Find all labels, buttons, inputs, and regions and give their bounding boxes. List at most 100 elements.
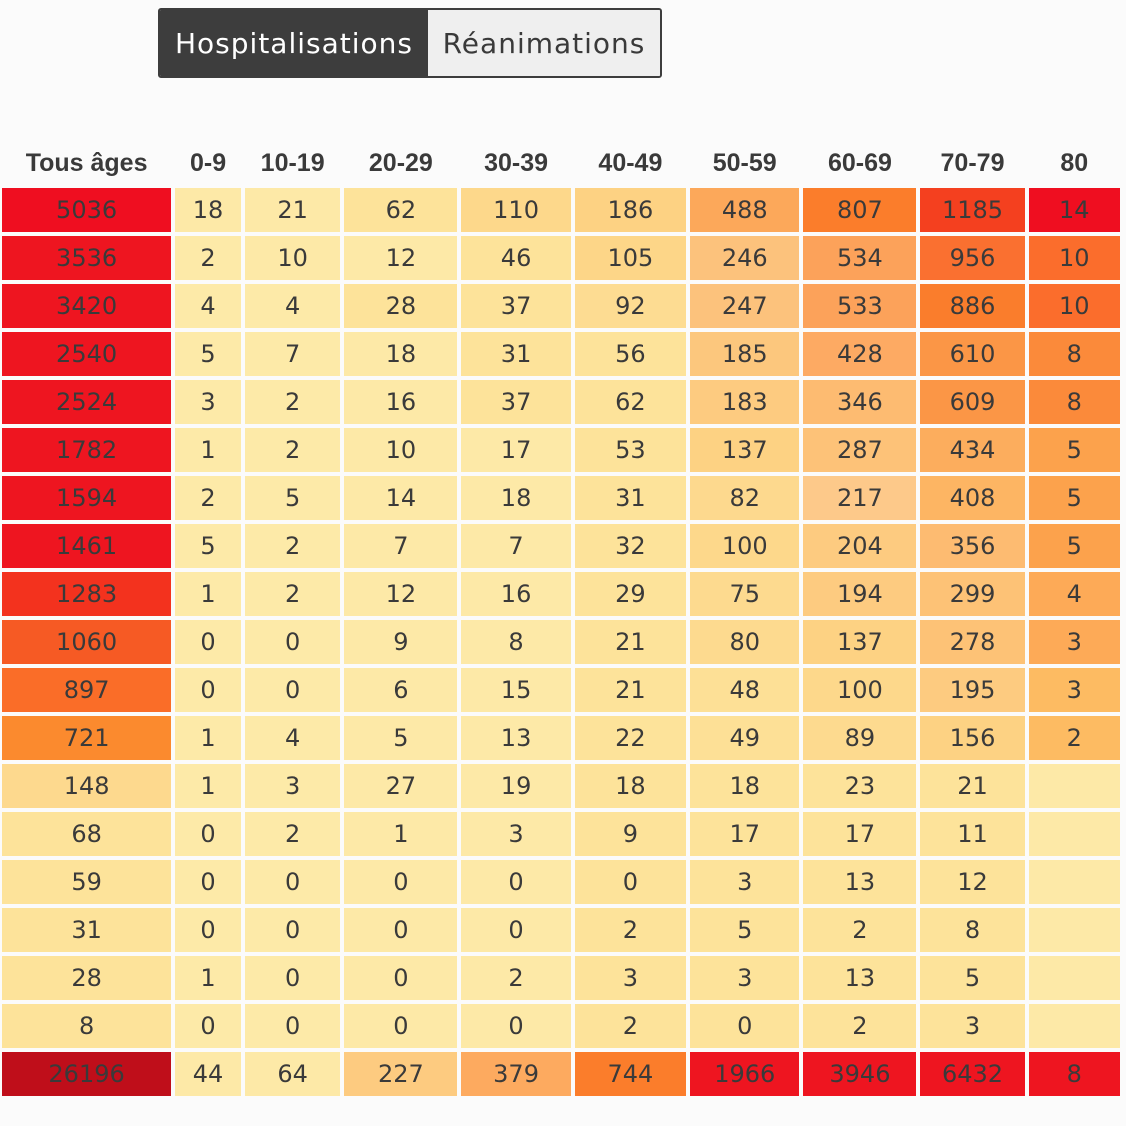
heatmap-cell: 0 — [244, 956, 341, 1000]
column-header-age-group: 40-49 — [598, 149, 663, 177]
heatmap-cell: 110 — [461, 188, 571, 232]
heatmap-cell: 2 — [1028, 716, 1120, 760]
heatmap-cell: 956 — [920, 236, 1025, 280]
heatmap-cell: 2 — [574, 1004, 686, 1048]
heatmap-cell: 9 — [574, 812, 686, 856]
heatmap-cell: 278 — [920, 620, 1025, 664]
heatmap-cell: 29 — [574, 572, 686, 616]
column-header-all-ages: Tous âges — [25, 149, 148, 177]
heatmap-cell: 287 — [803, 428, 917, 472]
heatmap-cell: 10 — [1028, 236, 1120, 280]
heatmap-cell: 744 — [574, 1052, 686, 1096]
heatmap-cell: 5 — [244, 476, 341, 520]
heatmap-cell: 1060 — [2, 620, 172, 664]
heatmap-cell: 2 — [175, 236, 241, 280]
table-row: 68 0 2 1 3 9 17 17 11 — [2, 812, 1120, 856]
heatmap-cell: 0 — [461, 1004, 571, 1048]
heatmap-cell: 0 — [244, 860, 341, 904]
heatmap-cell: 5 — [175, 524, 241, 568]
heatmap-cell: 59 — [2, 860, 172, 904]
heatmap-cell: 0 — [461, 908, 571, 952]
heatmap-cell: 488 — [690, 188, 800, 232]
heatmap-cell: 31 — [574, 476, 686, 520]
table-row: 59 0 0 0 0 0 3 13 12 — [2, 860, 1120, 904]
heatmap-cell: 137 — [690, 428, 800, 472]
heatmap-cell: 8 — [1028, 332, 1120, 376]
heatmap-cell: 21 — [920, 764, 1025, 808]
heatmap-cell: 183 — [690, 380, 800, 424]
heatmap-cell: 886 — [920, 284, 1025, 328]
heatmap-cell: 22 — [574, 716, 686, 760]
heatmap-cell: 609 — [920, 380, 1025, 424]
hospitalisations-button[interactable]: Hospitalisations — [160, 10, 428, 76]
heatmap-cell: 0 — [244, 1004, 341, 1048]
heatmap-cell: 0 — [175, 860, 241, 904]
heatmap-cell: 49 — [690, 716, 800, 760]
heatmap-cell: 3 — [1028, 620, 1120, 664]
heatmap-cell: 5 — [690, 908, 800, 952]
heatmap-cell: 56 — [574, 332, 686, 376]
table-row: 1060 0 0 9 8 21 80 137 278 3 — [2, 620, 1120, 664]
heatmap-cell: 0 — [175, 908, 241, 952]
heatmap-cell: 8 — [920, 908, 1025, 952]
table-row: 1461 5 2 7 7 32 100 204 356 5 — [2, 524, 1120, 568]
heatmap-cell: 5 — [1028, 476, 1120, 520]
heatmap-cell: 17 — [461, 428, 571, 472]
heatmap-cell: 1 — [344, 812, 458, 856]
heatmap-cell: 12 — [344, 572, 458, 616]
heatmap-cell: 0 — [175, 668, 241, 712]
heatmap-cell: 0 — [344, 860, 458, 904]
heatmap-cell: 37 — [461, 284, 571, 328]
heatmap-cell: 0 — [344, 1004, 458, 1048]
heatmap-table: Tous âges 0-9 10-19 20-29 30-39 40-49 50-59 60-… — [0, 130, 1124, 1100]
heatmap-cell: 185 — [690, 332, 800, 376]
heatmap-cell: 379 — [461, 1052, 571, 1096]
heatmap-cell — [1028, 860, 1120, 904]
heatmap-cell: 44 — [175, 1052, 241, 1096]
heatmap-cell: 2 — [244, 572, 341, 616]
heatmap-cell: 3 — [244, 764, 341, 808]
table-row: 1283 1 2 12 16 29 75 194 299 4 — [2, 572, 1120, 616]
heatmap-cell: 10 — [1028, 284, 1120, 328]
heatmap-cell: 1966 — [690, 1052, 800, 1096]
heatmap-cell: 1594 — [2, 476, 172, 520]
heatmap-cell: 15 — [461, 668, 571, 712]
heatmap-cell: 0 — [574, 860, 686, 904]
heatmap-cell: 37 — [461, 380, 571, 424]
reanimations-button[interactable]: Réanimations — [428, 10, 660, 76]
heatmap-cell: 807 — [803, 188, 917, 232]
table-row: 2524 3 2 16 37 62 183 346 609 8 — [2, 380, 1120, 424]
heatmap-cell: 137 — [803, 620, 917, 664]
heatmap-cell: 53 — [574, 428, 686, 472]
heatmap-cell: 1 — [175, 764, 241, 808]
metric-toggle: Hospitalisations Réanimations — [158, 8, 662, 78]
heatmap-cell: 0 — [244, 908, 341, 952]
heatmap-cell: 0 — [175, 620, 241, 664]
heatmap-cell: 2 — [244, 524, 341, 568]
heatmap-cell: 1185 — [920, 188, 1025, 232]
heatmap-cell: 5036 — [2, 188, 172, 232]
heatmap-cell: 2 — [803, 908, 917, 952]
table-row: 3536 2 10 12 46 105 246 534 956 10 — [2, 236, 1120, 280]
column-header-age-group: 10-19 — [260, 149, 325, 177]
heatmap-cell: 610 — [920, 332, 1025, 376]
heatmap-cell: 18 — [574, 764, 686, 808]
heatmap-cell: 227 — [344, 1052, 458, 1096]
column-header-age-group: 20-29 — [368, 149, 433, 177]
heatmap-cell: 3 — [574, 956, 686, 1000]
heatmap-cell: 5 — [1028, 428, 1120, 472]
heatmap-cell: 23 — [803, 764, 917, 808]
heatmap-cell: 4 — [244, 716, 341, 760]
heatmap-cell: 13 — [803, 956, 917, 1000]
heatmap-cell: 2 — [244, 428, 341, 472]
heatmap-cell: 3 — [1028, 668, 1120, 712]
heatmap-cell — [1028, 1004, 1120, 1048]
heatmap-cell: 1 — [175, 428, 241, 472]
heatmap-cell: 0 — [244, 620, 341, 664]
heatmap-cell: 17 — [803, 812, 917, 856]
heatmap-cell: 46 — [461, 236, 571, 280]
heatmap-cell: 16 — [344, 380, 458, 424]
heatmap-cell: 92 — [574, 284, 686, 328]
heatmap-cell: 19 — [461, 764, 571, 808]
